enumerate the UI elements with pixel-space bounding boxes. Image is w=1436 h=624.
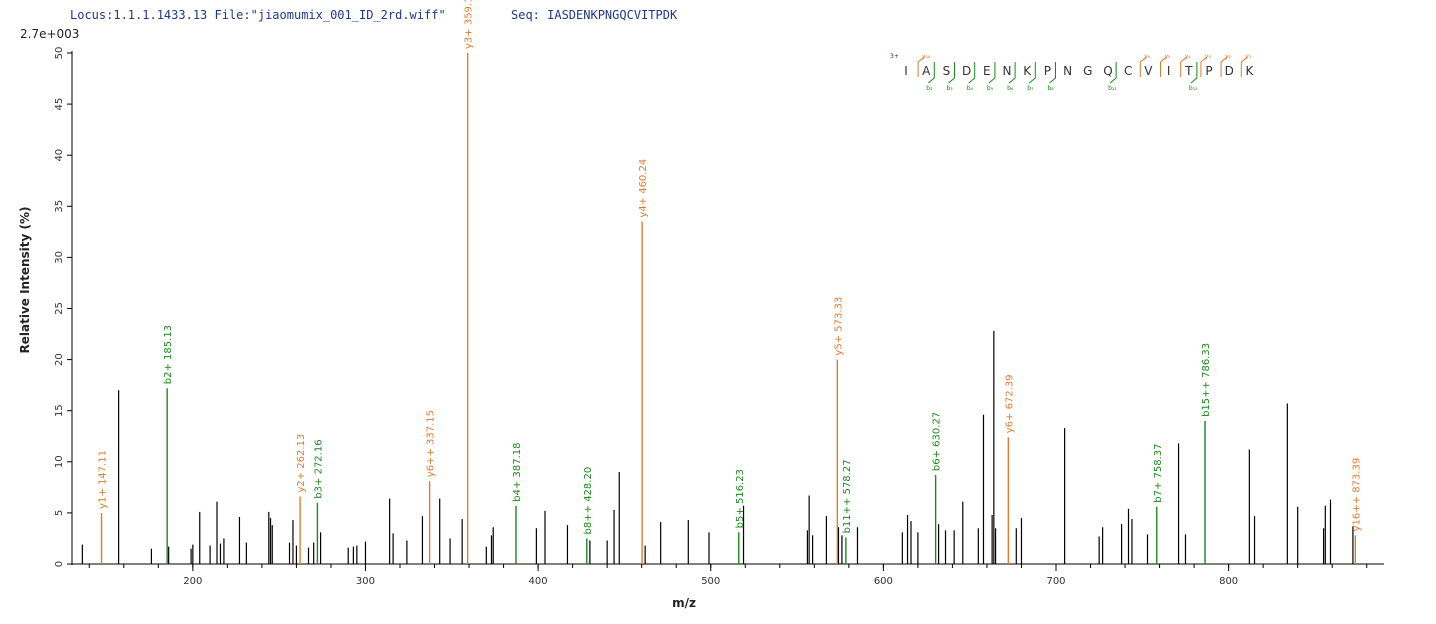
b-fragment-label: b₅	[987, 85, 994, 92]
y-fragment-marker	[1160, 56, 1167, 77]
sequence-residue: I	[1167, 64, 1171, 78]
y-tick-label: 45	[54, 98, 65, 111]
peak-label: b11++ 578.27	[842, 459, 853, 533]
peak-label: y3+ 359.19	[464, 0, 475, 49]
x-tick-label: 600	[874, 576, 893, 587]
peak-label: b6+ 630.27	[932, 412, 943, 471]
peak-label: b8++ 428.20	[583, 467, 594, 535]
sequence-residue: E	[983, 64, 991, 78]
b-fragment-marker	[948, 62, 955, 84]
sequence-residue: S	[943, 64, 951, 78]
y-fragment-label: y₃	[1205, 53, 1212, 60]
x-tick-label: 300	[356, 576, 375, 587]
sequence-residue: P	[1044, 64, 1051, 78]
b-fragment-label: b₈	[1048, 85, 1055, 92]
sequence-residue: A	[922, 64, 931, 78]
peak-label: b5+ 516.23	[735, 469, 746, 528]
y-fragment-marker	[917, 56, 925, 77]
y-tick-label: 20	[54, 353, 65, 366]
b-fragment-marker	[988, 62, 996, 84]
x-tick-label: 700	[1046, 576, 1065, 587]
y-fragment-label: y₆	[1144, 53, 1151, 60]
peak-label: b15++ 786.33	[1201, 343, 1212, 417]
peak-label: y16++ 873.39	[1351, 458, 1362, 532]
y-tick-label: 35	[54, 200, 65, 213]
y-tick-label: 0	[54, 561, 65, 567]
sequence-residue: K	[1023, 64, 1032, 78]
b-fragment-marker	[968, 62, 976, 84]
sequence-residue: G	[1083, 64, 1092, 78]
y-tick-label: 5	[54, 510, 65, 516]
b-fragment-label: b₆	[1007, 85, 1014, 92]
sequence-header: Seq: IASDENKPNGQCVITPDK	[511, 8, 678, 22]
peak-label: b7+ 758.37	[1153, 444, 1164, 503]
y-fragment-marker	[1139, 56, 1147, 77]
peak-label: b4+ 387.18	[512, 442, 523, 501]
b-fragment-label: b₇	[1027, 85, 1034, 92]
y-fragment-marker	[1180, 56, 1188, 77]
y-fragment-marker	[1220, 56, 1228, 77]
peak-label: y4+ 460.24	[638, 159, 649, 218]
x-tick-label: 800	[1219, 576, 1238, 587]
peaks-layer	[81, 53, 1357, 564]
peak-label: y1+ 147.11	[98, 450, 109, 509]
y-fragment-label: y₁₆	[922, 53, 931, 60]
x-axis-title: m/z	[672, 596, 696, 610]
y-tick-label: 40	[54, 149, 65, 162]
b-fragment-marker	[1049, 62, 1056, 84]
peak-label: y5+ 573.33	[833, 297, 844, 356]
b-fragment-label: b₁₅	[1189, 85, 1198, 92]
y-tick-label: 50	[54, 47, 65, 60]
x-tick-label: 400	[529, 576, 548, 587]
peak-label: y6++ 337.15	[426, 410, 437, 477]
b-fragment-marker	[1008, 62, 1016, 84]
locus-header: Locus:1.1.1.1433.13 File:"jiaomumix_001_…	[70, 8, 446, 22]
b-fragment-label: b₂	[926, 85, 933, 92]
sequence-residue: I	[904, 64, 908, 78]
y-tick-label: 30	[54, 251, 65, 264]
b-fragment-marker	[1028, 62, 1036, 84]
y-fragment-marker	[1200, 56, 1208, 77]
b-fragment-marker	[1109, 62, 1117, 84]
charge-state: 3+	[890, 53, 899, 60]
y-tick-label: 15	[54, 404, 65, 417]
peak-label: y2+ 262.13	[296, 434, 307, 493]
sequence-residue: P	[1205, 64, 1212, 78]
sequence-residue: K	[1245, 64, 1254, 78]
b-fragment-label: b₃	[947, 85, 954, 92]
intensity-scale-label: 2.7e+003	[20, 27, 79, 41]
sequence-residue: D	[962, 64, 971, 78]
sequence-residue: D	[1225, 64, 1234, 78]
y-fragment-label: y₂	[1225, 53, 1232, 60]
y-tick-label: 25	[54, 302, 65, 315]
axes: 200 300 400 500 600 700 800 0 5 10 15 20 25 30 35 40 45 5…	[54, 47, 1384, 587]
sequence-residue: V	[1144, 64, 1153, 78]
peak-label: y6+ 672.39	[1004, 374, 1015, 433]
y-fragment-label: y₅	[1165, 53, 1172, 60]
peak-label: b2+ 185.13	[163, 325, 174, 384]
b-fragment-marker	[1190, 62, 1198, 84]
sequence-residue: T	[1184, 64, 1193, 78]
sequence-residue: C	[1124, 64, 1132, 78]
x-tick-label: 200	[183, 576, 202, 587]
y-fragment-label: y₄	[1185, 53, 1192, 60]
y-fragment-marker	[1240, 56, 1248, 77]
sequence-residue: Q	[1103, 64, 1112, 78]
x-tick-label: 500	[701, 576, 720, 587]
peak-label: b3+ 272.16	[313, 439, 324, 498]
sequence-residue: N	[1003, 64, 1012, 78]
b-fragment-marker	[927, 62, 935, 84]
b-fragment-label: b₄	[967, 85, 974, 92]
y-tick-label: 10	[54, 455, 65, 468]
b-fragment-label: b₁₁	[1108, 85, 1117, 92]
y-fragment-label: y₁	[1245, 53, 1252, 60]
peak-labels-layer: y1+ 147.11 b2+ 185.13 y2+ 262.13 b3+ 272.16…	[98, 0, 1363, 534]
sequence-residue: N	[1063, 64, 1072, 78]
y-axis-title: Relative Intensity (%)	[18, 207, 32, 354]
